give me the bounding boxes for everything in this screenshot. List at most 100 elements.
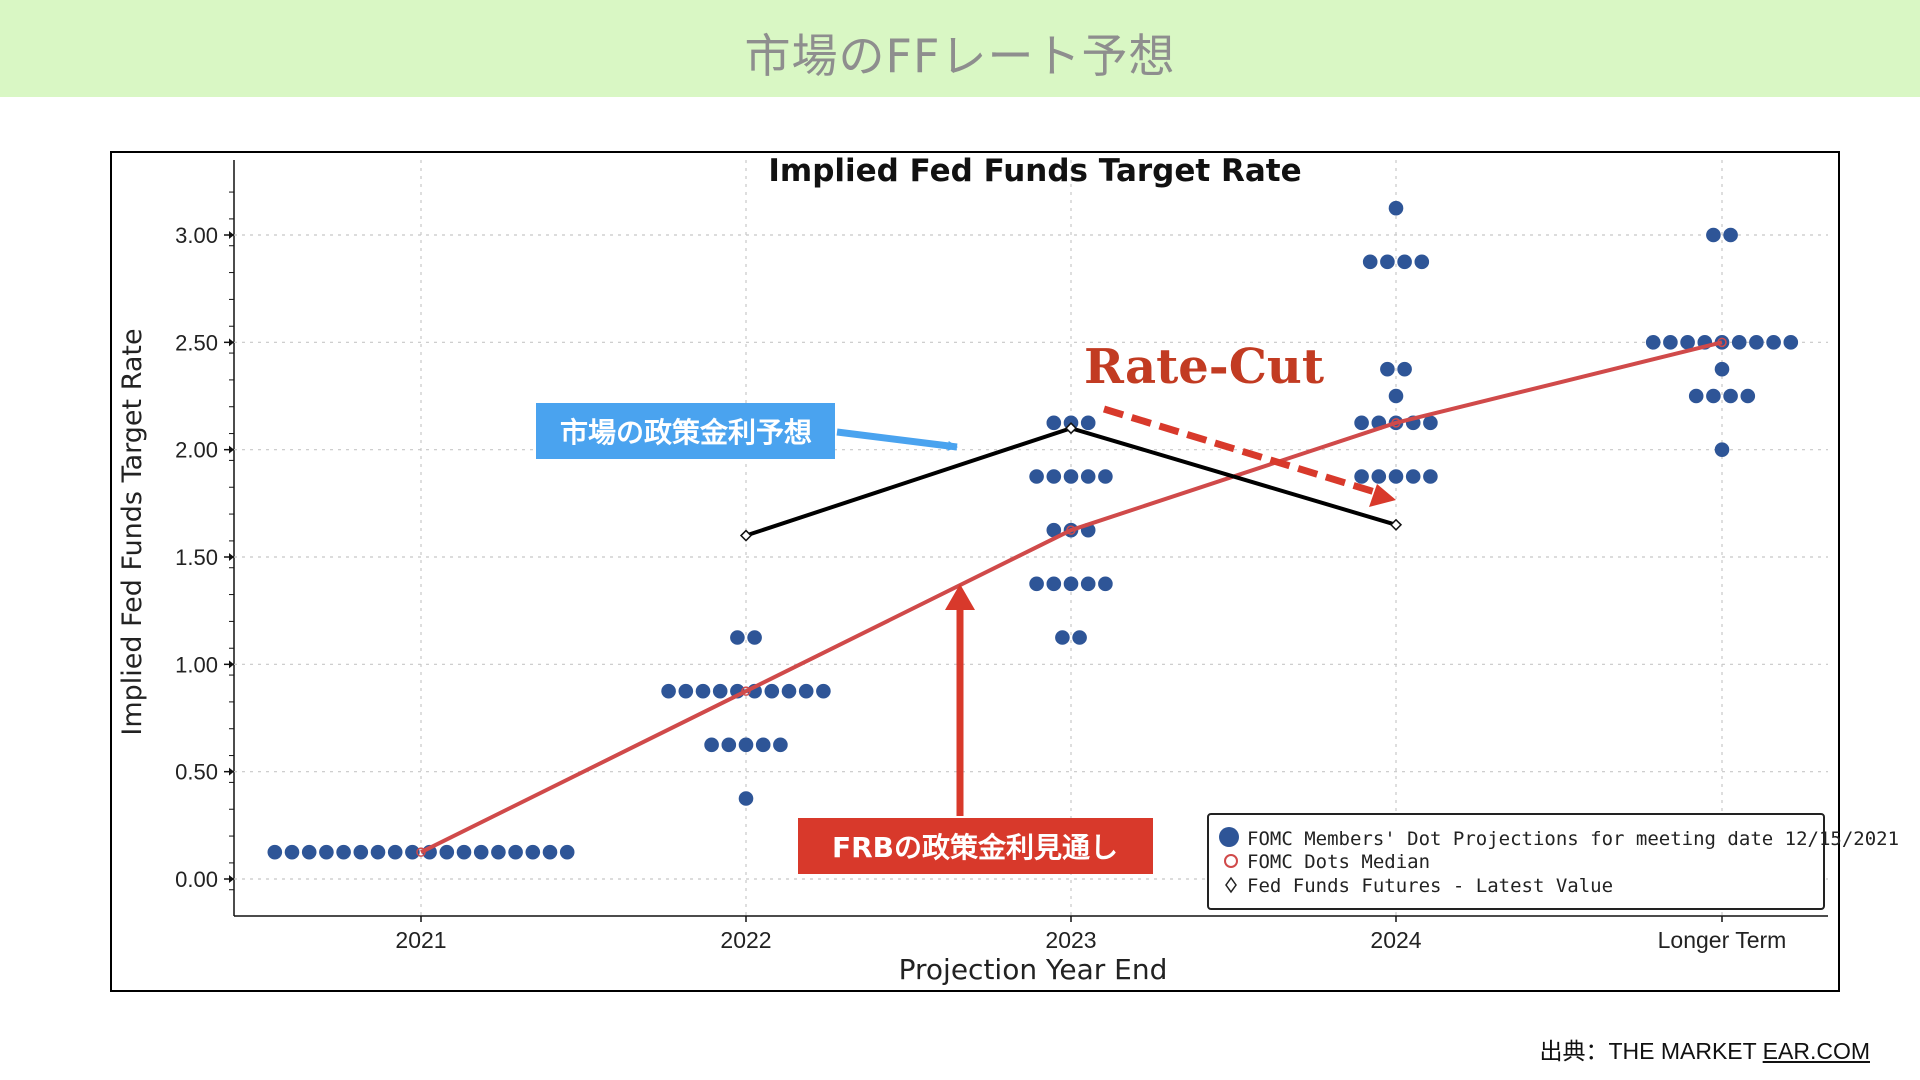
x-tick-label: 2022 xyxy=(720,927,771,953)
y-tick-label: 1.50 xyxy=(175,545,218,570)
dot-projection xyxy=(1414,254,1430,270)
dot-projection xyxy=(491,844,506,860)
dot-projection xyxy=(1388,469,1404,484)
dot-projection xyxy=(747,630,762,645)
x-tick-label: 2023 xyxy=(1045,927,1096,953)
y-tick-label: 2.50 xyxy=(175,330,218,355)
dot-projection xyxy=(1397,254,1412,270)
dot-projection xyxy=(721,737,737,753)
dot-projection xyxy=(738,737,754,753)
dot-projection xyxy=(1354,469,1369,484)
dot-projection xyxy=(508,844,523,860)
frb-label: FRBの政策金利見通し xyxy=(832,831,1118,864)
legend-item-dots: FOMC Members' Dot Projections for meetin… xyxy=(1247,828,1899,850)
dot-projection xyxy=(730,630,745,645)
page-title: 市場のFFレート予想 xyxy=(744,29,1176,83)
dot-projection xyxy=(456,844,472,860)
x-axis-label: Projection Year End xyxy=(899,953,1168,986)
dot-projection xyxy=(1029,576,1044,592)
market-annotation: 市場の政策金利予想 xyxy=(536,403,958,459)
dot-projection xyxy=(1080,469,1096,484)
dot-projection xyxy=(1063,576,1079,592)
dot-projection xyxy=(764,683,780,699)
median-point xyxy=(1066,525,1076,535)
dot-projection xyxy=(1046,522,1062,538)
y-tick-pointer xyxy=(229,767,234,776)
futures-point xyxy=(1064,422,1078,435)
dot-projection xyxy=(1706,227,1721,243)
median-point xyxy=(1391,418,1401,428)
dot-projection xyxy=(370,844,386,860)
dot-projection xyxy=(695,683,711,699)
dot-projection xyxy=(773,737,788,753)
rate-cut-label: Rate-Cut xyxy=(1084,339,1324,395)
dot-projection xyxy=(1063,469,1079,484)
source-prefix: 出典：THE MARKET xyxy=(1539,1038,1763,1064)
rate-cut-annotation: Rate-Cut xyxy=(1084,339,1396,507)
y-tick-pointer xyxy=(229,338,234,347)
dot-projection xyxy=(1663,335,1678,350)
dot-projection xyxy=(755,737,771,753)
dot-projection xyxy=(1080,576,1096,592)
rate-cut-arrow xyxy=(1102,405,1377,496)
median-line xyxy=(420,340,1723,854)
dot-projection xyxy=(661,683,676,699)
source-link[interactable]: EAR.COM xyxy=(1762,1038,1870,1064)
dot-projection xyxy=(1680,335,1695,350)
legend-futures-icon xyxy=(1225,876,1237,894)
dot-projection xyxy=(1098,469,1113,484)
x-tick-label: Longer Term xyxy=(1658,927,1787,953)
dot-projection xyxy=(1723,388,1738,404)
legend-item-futures: Fed Funds Futures - Latest Value xyxy=(1247,875,1613,897)
market-label-box xyxy=(536,403,835,459)
dot-projection xyxy=(1405,469,1421,484)
dot-projection xyxy=(1046,469,1062,484)
dot-projection xyxy=(1388,388,1404,404)
dot-projection xyxy=(1645,335,1661,350)
dot-projection xyxy=(284,844,300,860)
y-axis-label: Implied Fed Funds Target Rate xyxy=(117,328,148,735)
frb-annotation: FRBの政策金利見通し xyxy=(798,584,1153,874)
dot-projection xyxy=(1354,415,1369,431)
dot-projection xyxy=(473,844,489,860)
dot-projection xyxy=(1740,388,1756,404)
dot-projection xyxy=(1098,576,1113,592)
y-tick-pointer xyxy=(229,231,234,239)
dot-projection xyxy=(1072,630,1087,645)
y-tick-label: 2.00 xyxy=(175,438,218,463)
dot-projection xyxy=(1080,415,1096,431)
x-tick-label: 2021 xyxy=(395,927,446,953)
y-tick-label: 1.00 xyxy=(175,652,218,677)
dot-projection xyxy=(1783,335,1799,350)
y-tick-label: 0.00 xyxy=(175,867,218,892)
dot-projection xyxy=(798,683,814,699)
dot-projection xyxy=(1706,388,1721,404)
y-tick-pointer xyxy=(229,445,234,454)
legend-item-median: FOMC Dots Median xyxy=(1247,851,1430,873)
chart-title: Implied Fed Funds Target Rate xyxy=(768,153,1301,189)
dot-projection xyxy=(1688,388,1704,404)
y-tick-pointer xyxy=(229,875,234,883)
dot-projection xyxy=(738,791,754,806)
dot-projection xyxy=(1029,469,1044,484)
series-lines xyxy=(416,337,1727,857)
dot-projection xyxy=(1371,469,1387,484)
y-tick-pointer xyxy=(229,660,234,669)
dot-projection xyxy=(319,844,334,860)
dot-projection xyxy=(704,737,719,753)
y-tick-label: 0.50 xyxy=(175,760,218,785)
x-tick-label: 2024 xyxy=(1370,927,1421,953)
dot-projection xyxy=(1397,361,1412,377)
dot-projection xyxy=(1749,335,1764,350)
dot-projection xyxy=(678,683,694,699)
dot-projection xyxy=(1731,335,1747,350)
dot-projection xyxy=(1714,442,1730,457)
dot-projection xyxy=(542,844,558,860)
median-point xyxy=(741,686,751,696)
legend-median-icon xyxy=(1224,854,1238,868)
rate-cut-arrow-head xyxy=(1369,484,1396,507)
median-point xyxy=(1717,337,1727,348)
futures-point xyxy=(739,529,753,542)
dot-projection xyxy=(1046,415,1062,431)
